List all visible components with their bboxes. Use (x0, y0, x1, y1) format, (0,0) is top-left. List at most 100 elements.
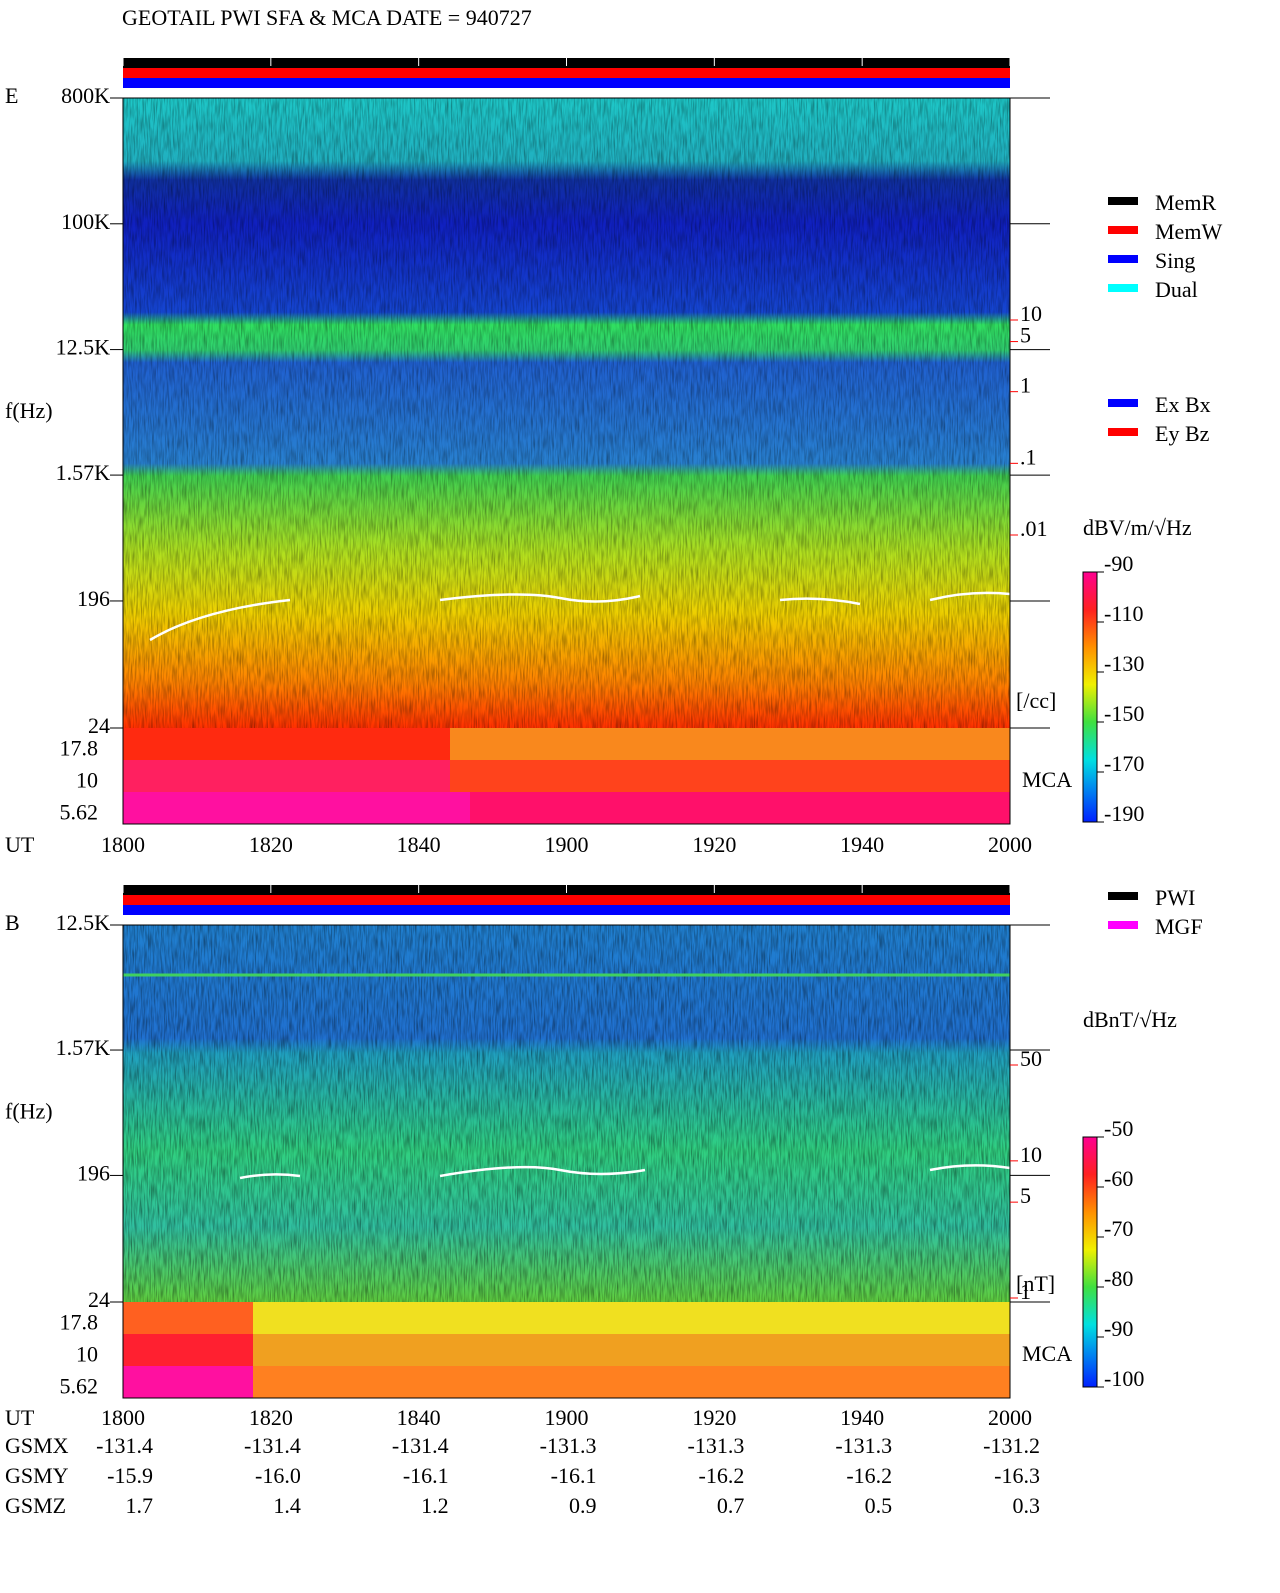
y-tick-label: 24 (88, 1287, 110, 1312)
mca-band (470, 792, 1010, 824)
x-axis-label: UT (5, 832, 35, 857)
colorbar-tick-label: -60 (1104, 1166, 1133, 1191)
colorbar-tick-label: -90 (1104, 1316, 1133, 1341)
status-bar (123, 905, 1010, 915)
y-tick-label: 12.5K (56, 335, 111, 360)
y-tick-label: 12.5K (56, 910, 111, 935)
orbit-value: -131.3 (540, 1433, 597, 1458)
orbit-label: GSMY (5, 1463, 69, 1488)
legend-swatch (1108, 892, 1138, 900)
x-tick-label: 1840 (397, 1405, 441, 1430)
legend-swatch (1108, 255, 1138, 263)
orbit-value: 1.4 (273, 1493, 301, 1518)
x-tick-label: 1900 (545, 832, 589, 857)
panel-frame (122, 97, 1011, 825)
orbit-value: -16.0 (255, 1463, 301, 1488)
x-tick-label: 2000 (988, 832, 1032, 857)
x-tick-label: 1800 (101, 1405, 145, 1430)
colorbar-tick-label: -100 (1104, 1366, 1144, 1391)
plasma-line (239, 1164, 1011, 1180)
orbit-value: 0.7 (717, 1493, 745, 1518)
x-tick-label: 1820 (249, 832, 293, 857)
orbit-value: 0.5 (865, 1493, 893, 1518)
mca-tick-label: 5.62 (60, 799, 99, 824)
mca-tick-label: 10 (76, 1341, 98, 1366)
x-tick-label: 1820 (249, 1405, 293, 1430)
panel-label: B (5, 910, 20, 935)
y-axis-label: f(Hz) (5, 1099, 53, 1124)
status-bar (123, 78, 1010, 88)
y-tick-label: 100K (61, 209, 110, 234)
right-scale-label: .1 (1020, 444, 1037, 469)
right-scale-label: 1 (1020, 1279, 1031, 1304)
x-tick-label: 1920 (692, 1405, 736, 1430)
legend-label: Ey Bz (1155, 421, 1210, 446)
mca-band (450, 728, 1010, 760)
orbit-value: -16.2 (846, 1463, 892, 1488)
legend-label: MemR (1155, 190, 1216, 215)
orbit-value: -16.3 (994, 1463, 1040, 1488)
y-tick-label: 1.57K (56, 1035, 111, 1060)
spectrogram-texture (123, 98, 1010, 728)
mca-tick-label: 17.8 (60, 1309, 99, 1334)
right-scale-label: .01 (1020, 516, 1048, 541)
colorbar-label: dBnT/√Hz (1083, 1007, 1177, 1032)
orbit-value: -131.2 (983, 1433, 1040, 1458)
legend-label: PWI (1155, 885, 1195, 910)
right-scale-unit: [nT] (1016, 1271, 1055, 1296)
mca-label: MCA (1022, 767, 1072, 792)
legend-swatch (1108, 197, 1138, 205)
colorbar (1082, 571, 1098, 823)
x-tick-label: 2000 (988, 1405, 1032, 1430)
colorbar-tick-label: -70 (1104, 1216, 1133, 1241)
legend-swatch (1108, 399, 1138, 407)
orbit-value: -16.1 (551, 1463, 597, 1488)
x-tick-label: 1900 (545, 1405, 589, 1430)
spectrogram-texture (123, 925, 1010, 1302)
orbit-label: GSMX (5, 1433, 69, 1458)
y-axis-label: f(Hz) (5, 398, 53, 423)
y-tick-label: 800K (61, 83, 110, 108)
legend-swatch (1108, 226, 1138, 234)
colorbar-tick-label: -110 (1104, 601, 1144, 626)
x-axis-label: UT (5, 1405, 35, 1430)
y-tick-label: 196 (77, 1160, 110, 1185)
mca-band (123, 1366, 1010, 1398)
orbit-value: 0.3 (1013, 1493, 1041, 1518)
legend-swatch (1108, 428, 1138, 436)
orbit-value: 1.2 (421, 1493, 449, 1518)
orbit-value: -131.4 (244, 1433, 301, 1458)
y-tick-label: 196 (77, 586, 110, 611)
x-tick-label: 1940 (840, 832, 884, 857)
colorbar-tick-label: -90 (1104, 551, 1133, 576)
colorbar-tick-label: -130 (1104, 651, 1144, 676)
orbit-value: -15.9 (107, 1463, 153, 1488)
mca-label: MCA (1022, 1341, 1072, 1366)
plasma-line (149, 591, 1011, 642)
x-tick-label: 1840 (397, 832, 441, 857)
page-title: GEOTAIL PWI SFA & MCA DATE = 940727 (122, 5, 532, 30)
mca-tick-label: 10 (76, 767, 98, 792)
mca-tick-label: 5.62 (60, 1373, 99, 1398)
colorbar-tick-label: -170 (1104, 751, 1144, 776)
y-tick-label: 1.57K (56, 460, 111, 485)
right-scale-label: 10 (1020, 1142, 1042, 1167)
mca-tick-label: 17.8 (60, 735, 99, 760)
right-scale-unit: [/cc] (1016, 688, 1056, 713)
orbit-value: -16.1 (403, 1463, 449, 1488)
mca-band (450, 760, 1010, 792)
mca-band (123, 1334, 1010, 1366)
mca-band (123, 1334, 253, 1366)
colorbar-tick-label: -150 (1104, 701, 1144, 726)
orbit-value: -131.4 (96, 1433, 153, 1458)
orbit-value: -131.4 (392, 1433, 449, 1458)
mca-band (123, 1302, 253, 1334)
orbit-label: GSMZ (5, 1493, 66, 1518)
x-tick-label: 1800 (101, 832, 145, 857)
orbit-value: -131.3 (835, 1433, 892, 1458)
y-tick-label: 24 (88, 713, 110, 738)
legend-swatch (1108, 284, 1138, 292)
status-bar (123, 895, 1010, 905)
colorbar-tick-label: -80 (1104, 1266, 1133, 1291)
